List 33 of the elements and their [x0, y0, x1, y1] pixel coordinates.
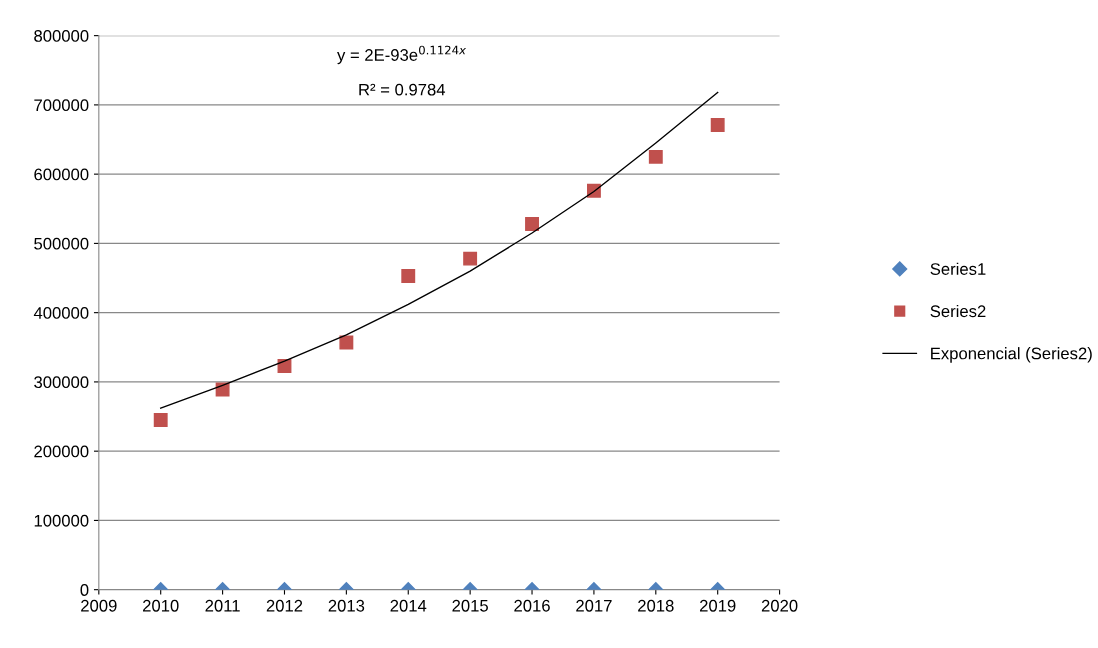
legend-label: Exponencial (Series2): [931, 347, 1092, 363]
point: [401, 269, 416, 283]
point: [339, 335, 354, 350]
y-tick-label: 400000: [33, 307, 89, 319]
x-tick-label: 2019: [699, 599, 736, 612]
x-tick-label: 2018: [638, 599, 674, 612]
x-tick-label: 2017: [576, 599, 612, 612]
y-tick-label: 700000: [34, 99, 89, 112]
y-tick-label: 600000: [34, 168, 89, 181]
x-tick-label: 2009: [81, 599, 117, 612]
point: [525, 217, 539, 231]
x-tick-label: 2010: [143, 599, 179, 612]
point: [710, 118, 725, 132]
y-tick-label: 0: [80, 584, 89, 596]
point: [648, 149, 663, 164]
annotation: y = 2E-93e$^{0.1124x}$: [337, 45, 467, 65]
y-tick-label: 800000: [34, 30, 89, 42]
y-tick-label: 300000: [34, 376, 89, 389]
x-tick-label: 2020: [761, 599, 798, 612]
x-tick-label: 2013: [328, 599, 365, 612]
x-tick-label: 2016: [514, 599, 550, 612]
x-tick-label: 2015: [452, 599, 488, 612]
point: [463, 251, 478, 266]
y-tick-label: 200000: [34, 445, 89, 458]
legend-label: Series1: [930, 262, 986, 275]
x-tick-label: 2014: [390, 599, 427, 612]
annotation: R² = 0.9784: [359, 83, 446, 96]
x-tick-label: 2012: [266, 599, 303, 612]
x-tick-label: 2011: [205, 599, 240, 612]
point: [153, 413, 168, 427]
y-tick-label: 100000: [34, 514, 89, 527]
legend-label: Series2: [930, 304, 986, 318]
y-tick-label: 500000: [34, 237, 89, 250]
